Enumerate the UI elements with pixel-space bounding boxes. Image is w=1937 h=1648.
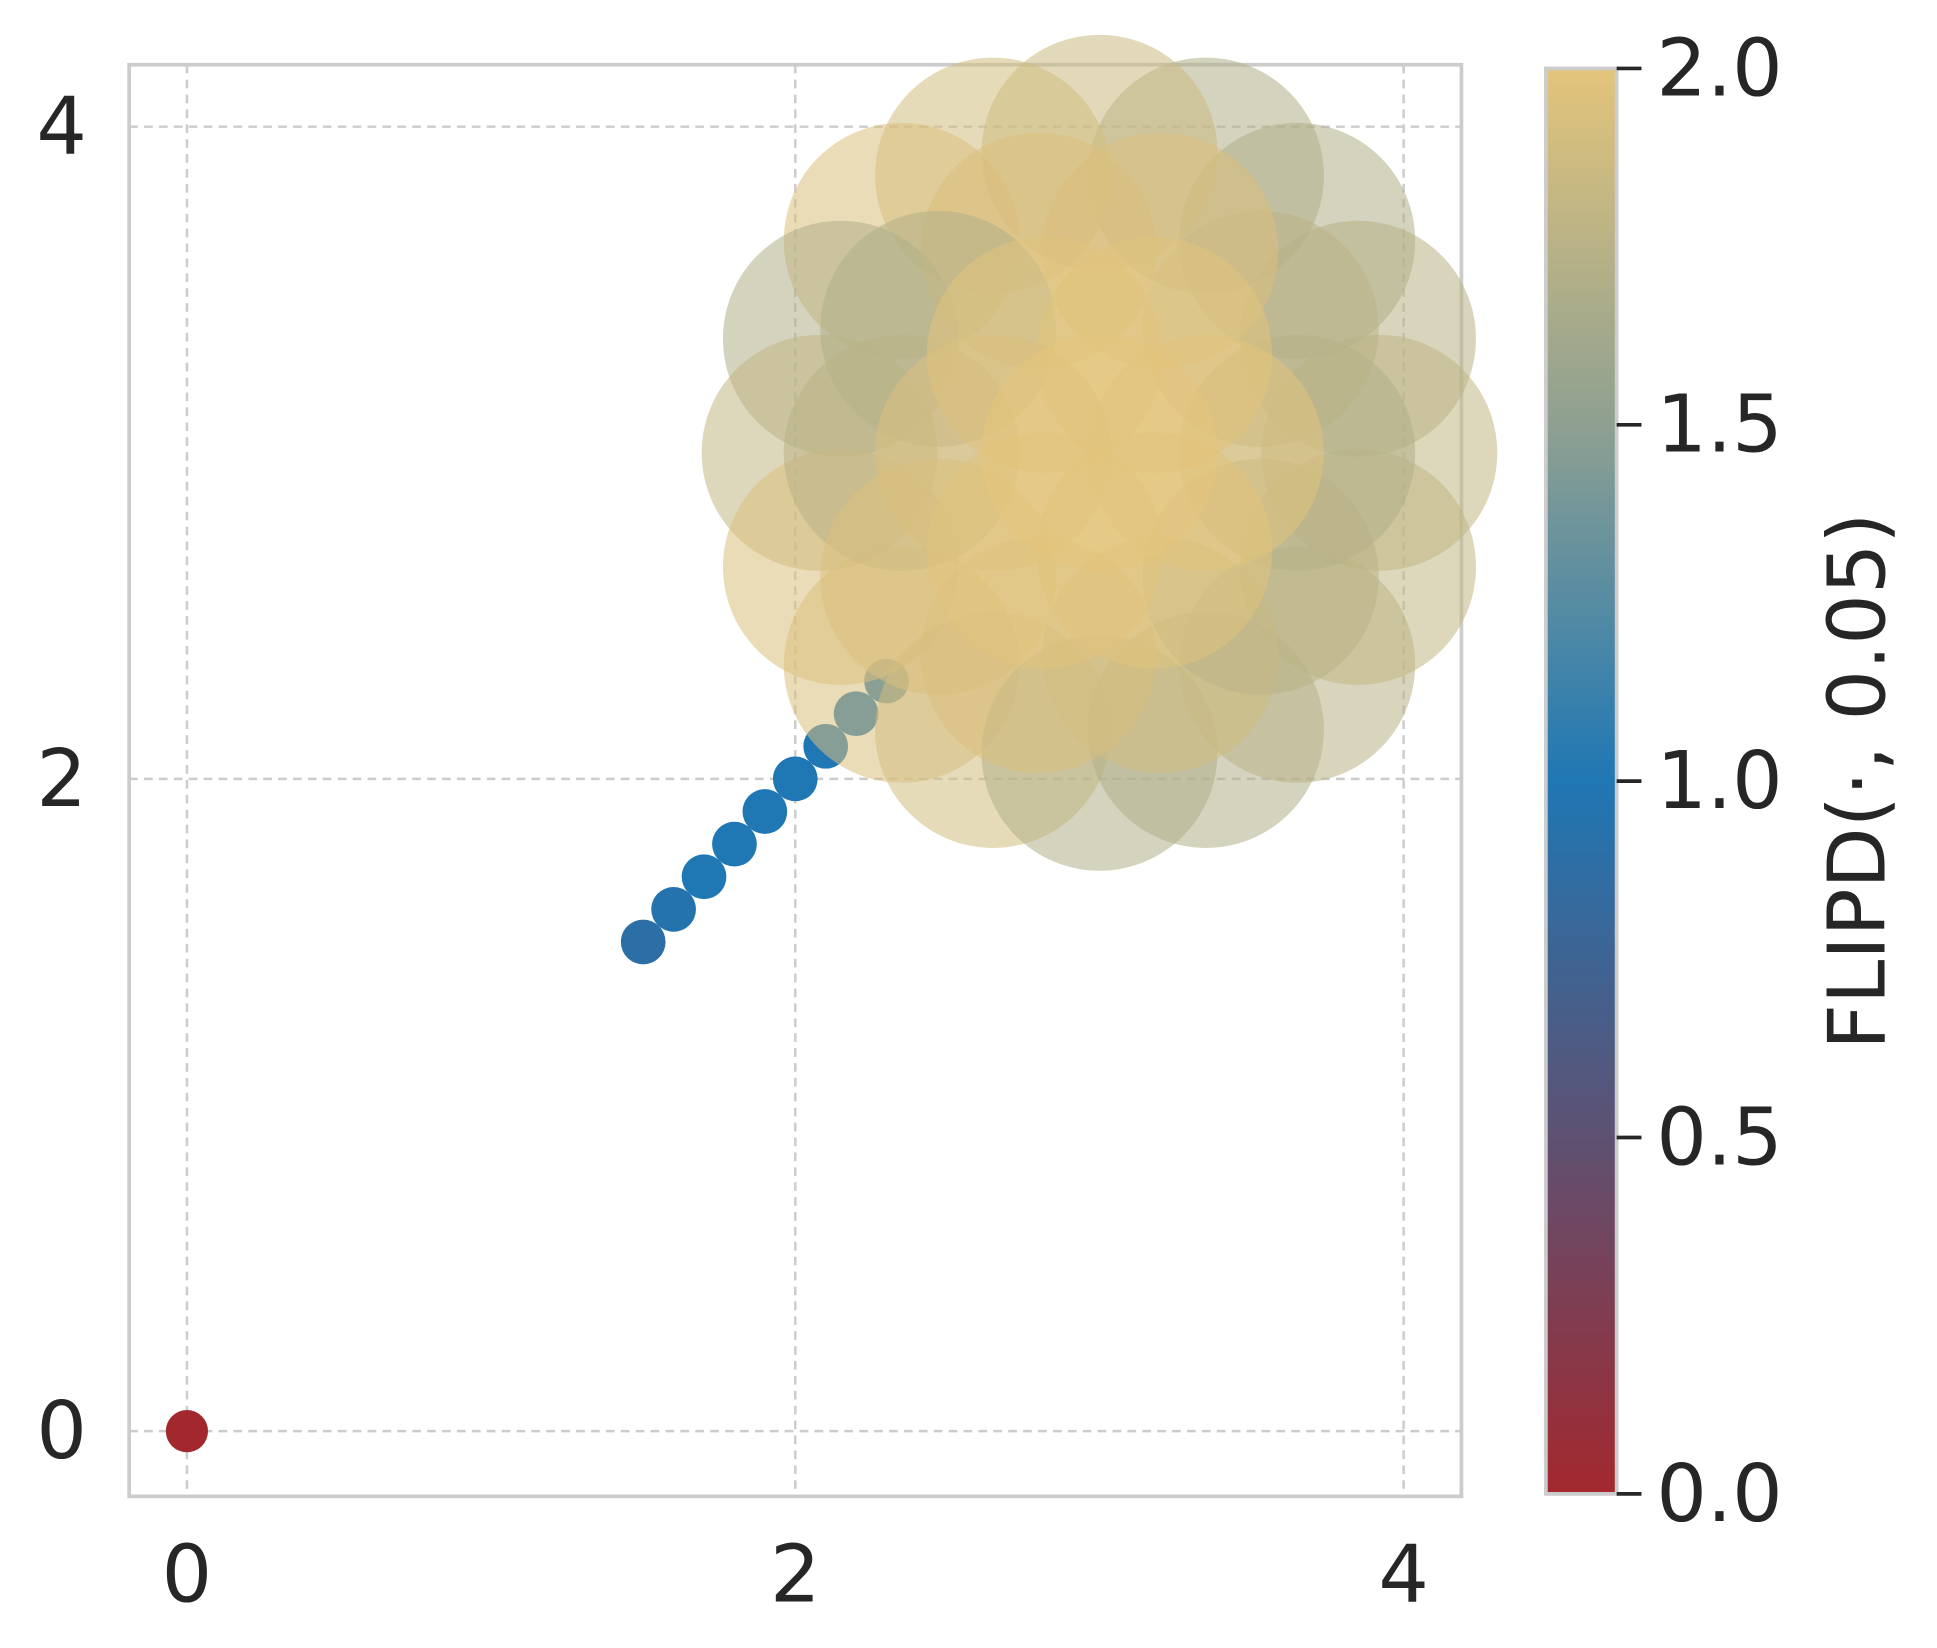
x-tick-label: 4: [1378, 1528, 1429, 1621]
colorbar-label: FLIPD(·, 0.05): [1810, 513, 1903, 1050]
scatter-point: [712, 821, 757, 867]
scatter-point: [772, 756, 818, 802]
colorbar-tick-label: 0.0: [1656, 1447, 1782, 1540]
colorbar: [1544, 66, 1619, 1496]
x-tick-label: 0: [162, 1528, 213, 1621]
x-tick-label: 2: [770, 1528, 821, 1621]
colorbar-tick-label: 1.0: [1656, 734, 1782, 827]
y-tick-label: 2: [36, 732, 87, 825]
y-tick-label: 4: [36, 80, 87, 173]
y-tick-label: 0: [36, 1384, 87, 1477]
plot-frame: [127, 62, 1464, 1499]
colorbar-tick-label: 2.0: [1656, 21, 1782, 114]
colorbar-tick-label: 1.5: [1656, 378, 1782, 471]
scatter-point: [165, 1410, 209, 1453]
scatter-point: [681, 854, 727, 900]
scatter-point: [981, 334, 1218, 571]
scatter-point: [742, 789, 788, 834]
scatter-point: [651, 887, 696, 932]
scatter-point: [620, 919, 666, 965]
colorbar-tick-label: 0.5: [1656, 1090, 1782, 1183]
